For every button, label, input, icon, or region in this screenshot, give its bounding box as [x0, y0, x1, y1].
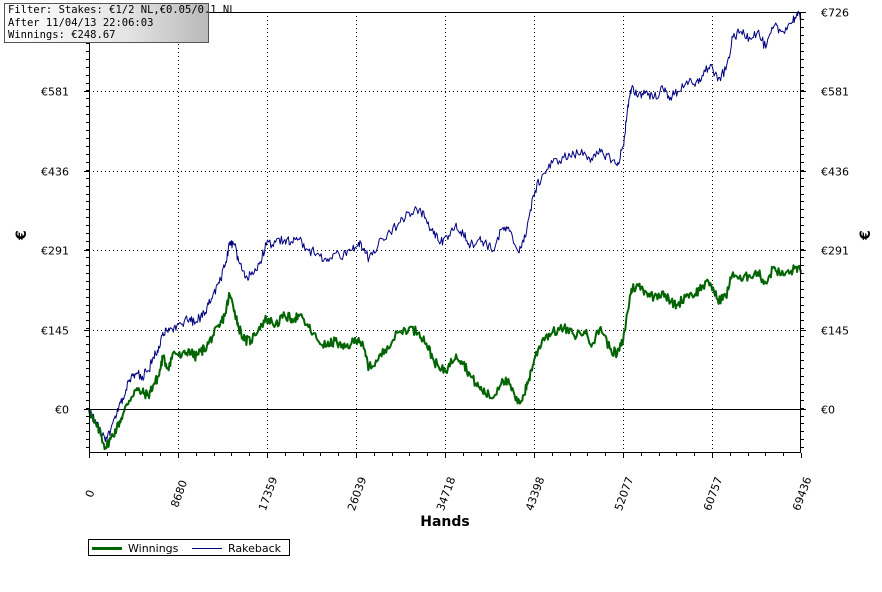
x-tick-label: 26039 — [345, 475, 369, 512]
y-axis-title-right: € — [858, 230, 874, 241]
series-line-winnings — [88, 264, 802, 451]
y-tick-label-left: €0 — [55, 404, 69, 417]
filter-info-box: Filter: Stakes: €1/2 NL,€0.05/0.1 NL Aft… — [4, 3, 236, 43]
x-tick-label: 43398 — [523, 475, 547, 512]
y-tick-label-left: €581 — [41, 86, 69, 99]
series-layer — [88, 10, 802, 451]
x-axis-title: Hands — [420, 514, 470, 530]
y-tick-label-right: €291 — [821, 245, 849, 258]
winnings-total-text: Winnings: €248.67 — [8, 29, 116, 41]
y-tick-label-right: €0 — [821, 404, 835, 417]
x-tick-label: 60757 — [701, 475, 725, 512]
legend-swatch-winnings — [92, 546, 122, 550]
legend-item-winnings: Winnings — [92, 541, 178, 555]
legend-swatch-rakeback — [192, 547, 222, 549]
x-tick-label: 17359 — [256, 475, 280, 512]
y-tick-label-right: €436 — [821, 166, 849, 179]
plot-frame — [89, 12, 801, 453]
filter-date-text: After 11/04/13 22:06:03 — [8, 16, 154, 29]
filter-stakes-text: Filter: Stakes: €1/2 NL,€0.05/0.1 NL — [8, 4, 236, 16]
y-axis-title-left: € — [14, 230, 30, 241]
minor-tick-marks — [84, 12, 806, 458]
y-tick-label-right: €581 — [821, 86, 849, 99]
legend-label-winnings: Winnings — [128, 541, 179, 555]
legend-item-rakeback: Rakeback — [192, 541, 281, 555]
legend-label-rakeback: Rakeback — [228, 541, 282, 555]
y-tick-label-left: €291 — [41, 245, 69, 258]
y-tick-label-right: €726 — [821, 7, 849, 20]
x-tick-label: 34718 — [434, 475, 458, 512]
x-tick-label: 52077 — [612, 475, 636, 512]
y-axis-labels-left: €0€145€291€436€581€726 — [41, 7, 69, 417]
x-axis-labels: 0 8680 17359 26039 34718 43398 52077 60757 69436 — [83, 475, 814, 512]
series-line-rakeback — [88, 10, 802, 443]
y-axis-labels-right: €0 €145 €291 €436 €581 €726 — [821, 7, 849, 417]
x-tick-label: 0 — [83, 488, 98, 499]
y-tick-label-left: €145 — [41, 325, 69, 338]
legend: Winnings Rakeback — [88, 539, 290, 556]
x-tick-label: 69436 — [790, 475, 814, 512]
y-tick-label-left: €436 — [41, 166, 69, 179]
x-tick-label: 8680 — [168, 478, 190, 509]
y-tick-label-right: €145 — [821, 325, 849, 338]
grid-lines — [89, 12, 801, 453]
